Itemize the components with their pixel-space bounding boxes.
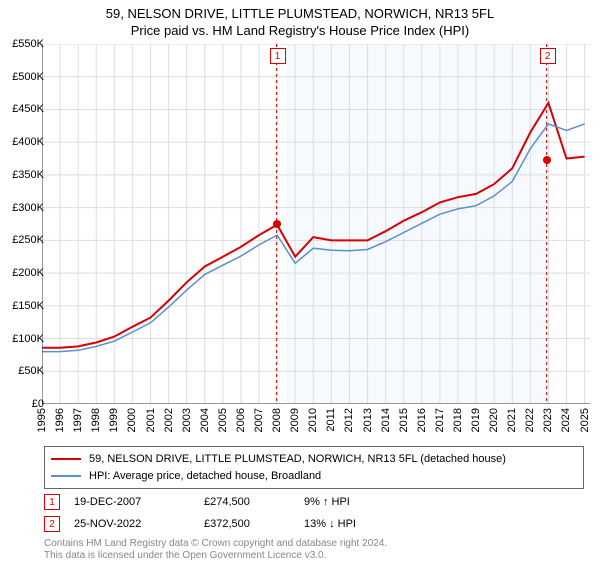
y-tick-label: £400K xyxy=(4,136,44,148)
x-tick-label: 1995 xyxy=(36,408,48,432)
legend-box: 59, NELSON DRIVE, LITTLE PLUMSTEAD, NORW… xyxy=(44,446,584,489)
x-tick-label: 1999 xyxy=(108,408,120,432)
x-tick-label: 2022 xyxy=(524,408,536,432)
sale-diff-2: 13% ↓ HPI xyxy=(304,518,374,530)
plot-sale-marker-2: 2 xyxy=(540,48,556,64)
x-tick-label: 1998 xyxy=(90,408,102,432)
x-tick-label: 2016 xyxy=(416,408,428,432)
x-tick-label: 2023 xyxy=(542,408,554,432)
sale-dot-1 xyxy=(273,220,281,228)
sale-diff-1: 9% ↑ HPI xyxy=(304,496,374,508)
legend-label-hpi: HPI: Average price, detached house, Broa… xyxy=(89,468,321,485)
x-tick-label: 2020 xyxy=(488,408,500,432)
x-tick-label: 2013 xyxy=(362,408,374,432)
chart-title-line2: Price paid vs. HM Land Registry's House … xyxy=(0,21,600,38)
sale-price-1: £274,500 xyxy=(204,496,304,508)
attribution: Contains HM Land Registry data © Crown c… xyxy=(44,538,387,562)
x-tick-label: 2024 xyxy=(560,408,572,432)
x-tick-label: 2018 xyxy=(452,408,464,432)
x-tick-label: 2015 xyxy=(398,408,410,432)
y-tick-label: £550K xyxy=(4,38,44,50)
x-tick-label: 1996 xyxy=(54,408,66,432)
sale-date-2: 25-NOV-2022 xyxy=(74,518,204,530)
sale-price-2: £372,500 xyxy=(204,518,304,530)
y-tick-label: £350K xyxy=(4,169,44,181)
x-tick-label: 2006 xyxy=(235,408,247,432)
x-tick-label: 2014 xyxy=(380,408,392,432)
x-tick-label: 2005 xyxy=(217,408,229,432)
x-tick-label: 2002 xyxy=(163,408,175,432)
y-tick-label: £50K xyxy=(4,365,44,377)
x-tick-label: 2007 xyxy=(253,408,265,432)
x-tick-label: 2000 xyxy=(126,408,138,432)
x-tick-label: 2012 xyxy=(343,408,355,432)
sale-row-1: 1 19-DEC-2007 £274,500 9% ↑ HPI xyxy=(44,494,374,510)
y-tick-label: £100K xyxy=(4,333,44,345)
attribution-line2: This data is licensed under the Open Gov… xyxy=(44,550,387,562)
plot-sale-marker-1: 1 xyxy=(270,48,286,64)
legend-label-property: 59, NELSON DRIVE, LITTLE PLUMSTEAD, NORW… xyxy=(89,451,506,468)
y-tick-label: £300K xyxy=(4,202,44,214)
chart-container: 59, NELSON DRIVE, LITTLE PLUMSTEAD, NORW… xyxy=(0,0,600,560)
sale-marker-1: 1 xyxy=(44,494,60,510)
x-tick-label: 2010 xyxy=(307,408,319,432)
x-tick-label: 2003 xyxy=(181,408,193,432)
sale-dot-2 xyxy=(543,156,551,164)
x-tick-label: 2025 xyxy=(579,408,591,432)
sale-row-2: 2 25-NOV-2022 £372,500 13% ↓ HPI xyxy=(44,516,374,532)
plot-area xyxy=(42,44,590,404)
x-tick-label: 2019 xyxy=(470,408,482,432)
y-tick-label: £200K xyxy=(4,267,44,279)
y-tick-label: £150K xyxy=(4,300,44,312)
x-tick-label: 2017 xyxy=(434,408,446,432)
y-tick-label: £250K xyxy=(4,234,44,246)
x-tick-label: 2004 xyxy=(199,408,211,432)
x-tick-label: 2009 xyxy=(289,408,301,432)
plot-svg xyxy=(42,44,590,404)
x-tick-label: 2001 xyxy=(145,408,157,432)
legend-swatch-hpi xyxy=(51,475,81,477)
y-tick-label: £500K xyxy=(4,71,44,83)
x-tick-label: 2008 xyxy=(271,408,283,432)
y-tick-label: £450K xyxy=(4,103,44,115)
legend-row-hpi: HPI: Average price, detached house, Broa… xyxy=(51,468,577,485)
chart-title-line1: 59, NELSON DRIVE, LITTLE PLUMSTEAD, NORW… xyxy=(0,0,600,21)
x-tick-label: 2011 xyxy=(325,408,337,432)
sale-date-1: 19-DEC-2007 xyxy=(74,496,204,508)
attribution-line1: Contains HM Land Registry data © Crown c… xyxy=(44,538,387,550)
x-tick-label: 2021 xyxy=(506,408,518,432)
sale-marker-2: 2 xyxy=(44,516,60,532)
x-tick-label: 1997 xyxy=(72,408,84,432)
legend-row-property: 59, NELSON DRIVE, LITTLE PLUMSTEAD, NORW… xyxy=(51,451,577,468)
legend-swatch-property xyxy=(51,458,81,460)
